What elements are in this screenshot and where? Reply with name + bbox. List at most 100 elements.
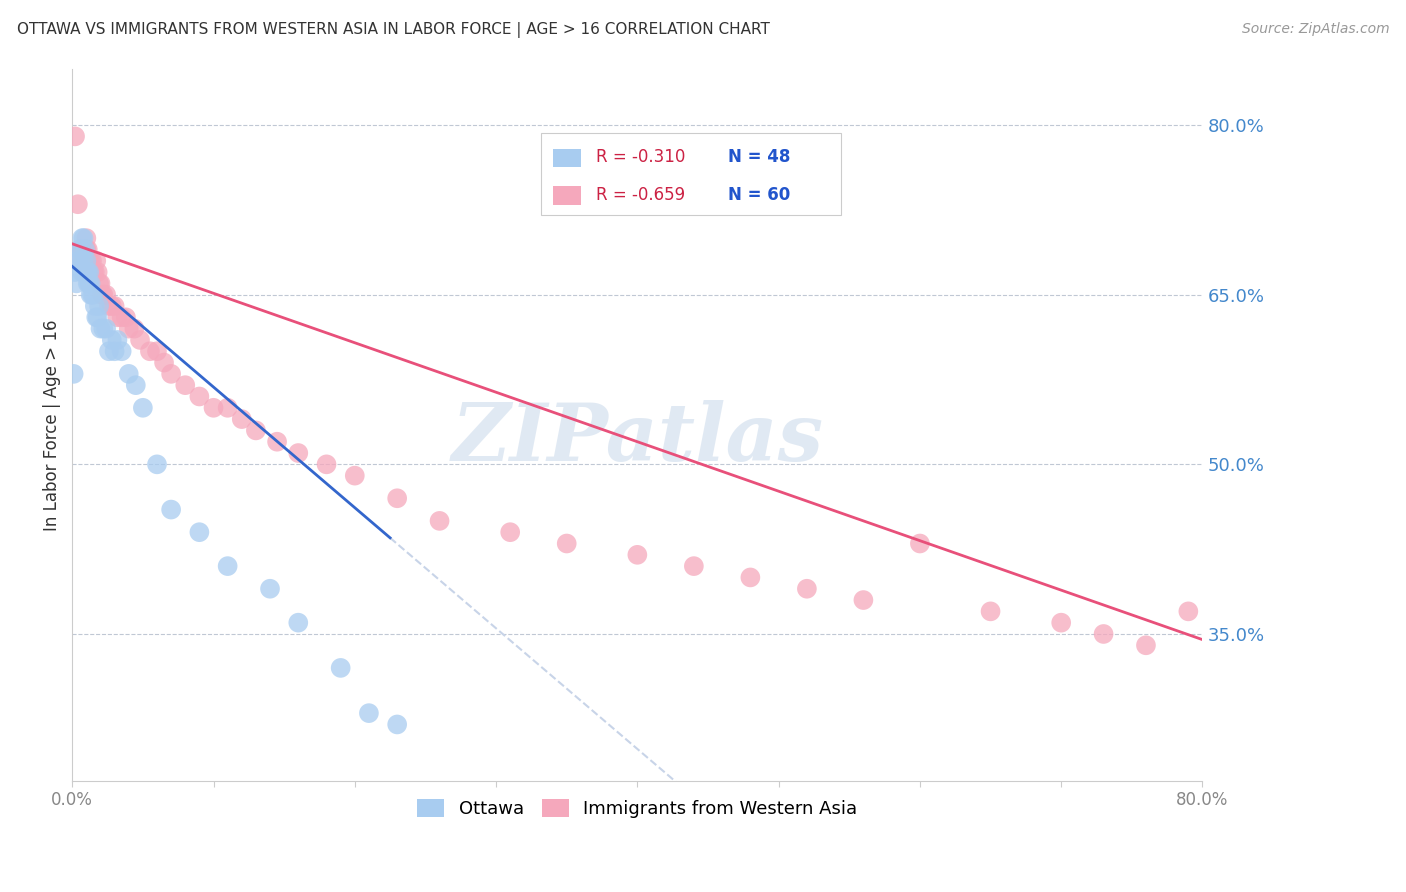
Point	[125, 378, 148, 392]
Point	[118, 367, 141, 381]
Point	[796, 582, 818, 596]
Point	[76, 243, 98, 257]
Point	[70, 231, 93, 245]
Text: N = 60: N = 60	[728, 186, 790, 204]
Point	[852, 593, 875, 607]
Point	[86, 265, 108, 279]
Point	[72, 253, 94, 268]
Point	[90, 287, 112, 301]
Text: OTTAWA VS IMMIGRANTS FROM WESTERN ASIA IN LABOR FORCE | AGE > 16 CORRELATION CHA: OTTAWA VS IMMIGRANTS FROM WESTERN ASIA I…	[17, 22, 769, 38]
Text: R = -0.310: R = -0.310	[596, 148, 685, 167]
Point	[160, 502, 183, 516]
Point	[75, 243, 97, 257]
Point	[217, 401, 239, 415]
Point	[83, 299, 105, 313]
Point	[82, 265, 104, 279]
Point	[118, 321, 141, 335]
Point	[111, 310, 134, 325]
Point	[315, 458, 337, 472]
Point	[66, 253, 89, 268]
Point	[107, 333, 129, 347]
Point	[77, 253, 100, 268]
Point	[245, 424, 267, 438]
Point	[343, 468, 366, 483]
Point	[188, 525, 211, 540]
Point	[76, 277, 98, 291]
Point	[188, 389, 211, 403]
Point	[82, 287, 104, 301]
Point	[83, 265, 105, 279]
Point	[499, 525, 522, 540]
Point	[67, 243, 90, 257]
Point	[79, 287, 101, 301]
Point	[63, 265, 86, 279]
Legend: Ottawa, Immigrants from Western Asia: Ottawa, Immigrants from Western Asia	[411, 791, 865, 825]
Point	[91, 321, 114, 335]
Point	[72, 231, 94, 245]
Point	[73, 243, 96, 257]
Point	[97, 344, 120, 359]
Point	[101, 299, 124, 313]
Point	[75, 265, 97, 279]
Point	[174, 378, 197, 392]
Point	[1135, 638, 1157, 652]
Point	[385, 491, 408, 506]
Point	[139, 344, 162, 359]
Point	[115, 310, 138, 325]
Point	[104, 299, 127, 313]
Point	[980, 604, 1002, 618]
Point	[357, 706, 380, 720]
Point	[87, 277, 110, 291]
Point	[124, 321, 146, 335]
Point	[287, 446, 309, 460]
FancyBboxPatch shape	[541, 133, 841, 215]
Point	[111, 344, 134, 359]
Point	[69, 253, 91, 268]
Point	[77, 277, 100, 291]
Point	[70, 243, 93, 257]
Point	[79, 253, 101, 268]
FancyBboxPatch shape	[553, 186, 581, 205]
Point	[73, 265, 96, 279]
Point	[129, 333, 152, 347]
Text: R = -0.659: R = -0.659	[596, 186, 685, 204]
Point	[76, 265, 98, 279]
Point	[146, 458, 169, 472]
Point	[73, 253, 96, 268]
Point	[86, 310, 108, 325]
Point	[80, 253, 103, 268]
Point	[429, 514, 451, 528]
Y-axis label: In Labor Force | Age > 16: In Labor Force | Age > 16	[44, 319, 60, 531]
Point	[626, 548, 648, 562]
Point	[555, 536, 578, 550]
Point	[1092, 627, 1115, 641]
Point	[84, 310, 107, 325]
Text: N = 48: N = 48	[728, 148, 790, 167]
Point	[683, 559, 706, 574]
Point	[97, 299, 120, 313]
Point	[79, 277, 101, 291]
Point	[69, 243, 91, 257]
Point	[67, 253, 90, 268]
Point	[329, 661, 352, 675]
Point	[132, 401, 155, 415]
Point	[1177, 604, 1199, 618]
Point	[104, 344, 127, 359]
Point	[740, 570, 762, 584]
Point	[75, 265, 97, 279]
Point	[75, 253, 97, 268]
Point	[66, 197, 89, 211]
Text: Source: ZipAtlas.com: Source: ZipAtlas.com	[1241, 22, 1389, 37]
Point	[101, 333, 124, 347]
Point	[94, 321, 117, 335]
Point	[63, 129, 86, 144]
Point	[69, 243, 91, 257]
Point	[77, 265, 100, 279]
Point	[217, 559, 239, 574]
Point	[160, 367, 183, 381]
Point	[1050, 615, 1073, 630]
Point	[87, 299, 110, 313]
Point	[287, 615, 309, 630]
Text: ZIPatlas: ZIPatlas	[451, 401, 824, 478]
Point	[75, 231, 97, 245]
